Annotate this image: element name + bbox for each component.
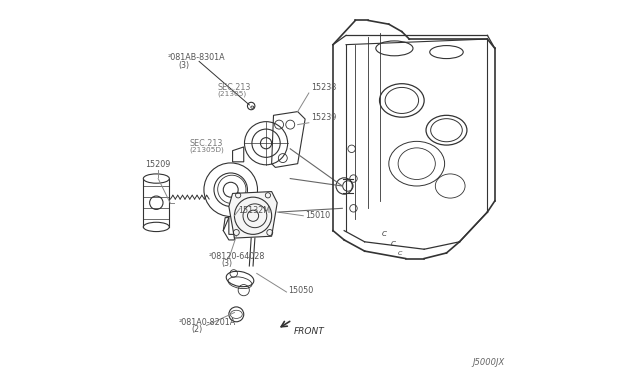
Text: (21305): (21305) (218, 90, 247, 97)
Text: (3): (3) (179, 61, 190, 70)
Text: SEC.213: SEC.213 (218, 83, 251, 92)
Text: 15132M: 15132M (238, 206, 270, 215)
Text: (2): (2) (191, 325, 203, 334)
Text: 15239: 15239 (310, 113, 336, 122)
Text: J5000JX: J5000JX (472, 358, 505, 367)
Polygon shape (229, 192, 277, 238)
Text: (3): (3) (221, 259, 232, 267)
Text: ²081AB-8301A: ²081AB-8301A (168, 53, 225, 62)
Text: C: C (398, 251, 403, 256)
Text: 15010: 15010 (305, 211, 330, 220)
Text: (21305D): (21305D) (189, 146, 224, 153)
Text: C: C (390, 241, 396, 247)
Text: 15050: 15050 (289, 286, 314, 295)
Text: ²081A0-8201A: ²081A0-8201A (179, 318, 236, 327)
Text: SEC.213: SEC.213 (189, 139, 223, 148)
Text: FRONT: FRONT (294, 327, 324, 336)
Text: ²08120-64028: ²08120-64028 (209, 252, 265, 261)
Text: 15238: 15238 (310, 83, 336, 92)
Text: C: C (381, 231, 387, 237)
Text: 15209: 15209 (145, 160, 171, 169)
